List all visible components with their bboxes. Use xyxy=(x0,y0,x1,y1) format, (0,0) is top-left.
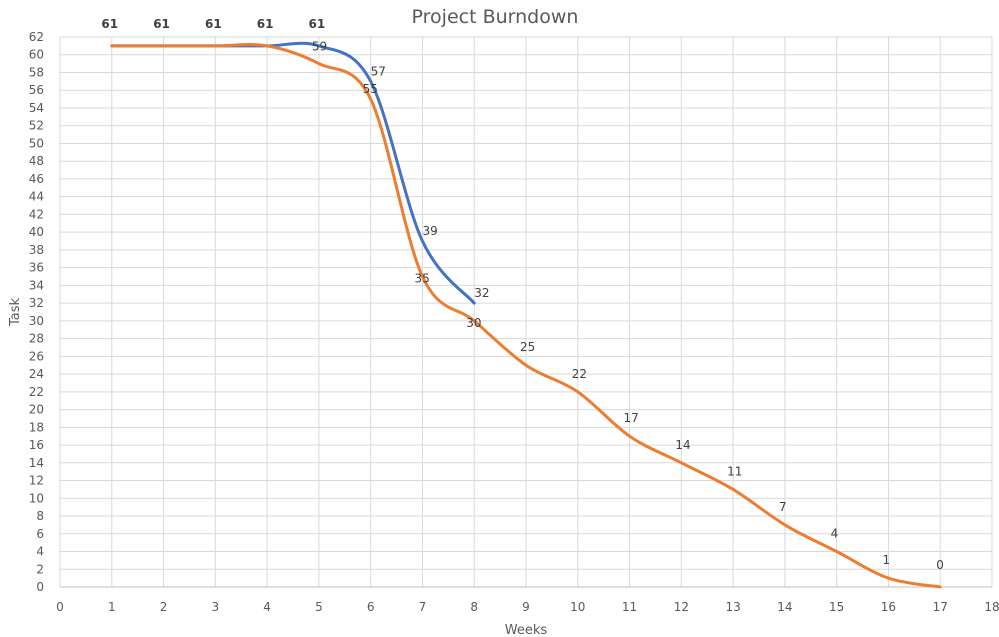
y-tick-label: 26 xyxy=(29,349,44,363)
x-tick-label: 18 xyxy=(984,600,999,614)
y-tick-label: 12 xyxy=(29,474,44,488)
data-label: 61 xyxy=(101,17,118,31)
y-tick-label: 10 xyxy=(29,491,44,505)
data-label: 59 xyxy=(312,40,327,54)
x-tick-label: 1 xyxy=(108,600,116,614)
series-line-0 xyxy=(110,41,476,305)
y-tick-label: 0 xyxy=(36,580,44,594)
data-label: 25 xyxy=(520,340,535,354)
data-label: 7 xyxy=(779,500,787,514)
y-tick-label: 6 xyxy=(36,527,44,541)
axes: 0246810121416182022242628303234363840424… xyxy=(29,30,999,614)
y-tick-label: 24 xyxy=(29,367,44,381)
x-tick-label: 16 xyxy=(881,600,896,614)
y-tick-label: 32 xyxy=(29,296,44,310)
data-label: 61 xyxy=(153,17,170,31)
y-tick-label: 18 xyxy=(29,420,44,434)
x-tick-label: 13 xyxy=(725,600,740,614)
data-label: 39 xyxy=(422,224,437,238)
y-tick-label: 2 xyxy=(36,562,44,576)
y-tick-label: 4 xyxy=(36,545,44,559)
data-label: 11 xyxy=(727,464,742,478)
y-axis-title: Task xyxy=(8,298,23,328)
y-tick-label: 34 xyxy=(29,278,44,292)
data-label: 0 xyxy=(936,558,944,572)
y-tick-label: 14 xyxy=(29,456,44,470)
y-tick-label: 8 xyxy=(36,509,44,523)
data-label: 55 xyxy=(363,82,378,96)
data-labels: 61 61 61 61 61 57 39 32 59 55 35 30 25 22 17 14 11 7 4 1 0 xyxy=(101,17,943,572)
y-tick-label: 40 xyxy=(29,225,44,239)
x-tick-label: 17 xyxy=(933,600,948,614)
y-tick-label: 54 xyxy=(29,101,44,115)
x-tick-label: 12 xyxy=(674,600,689,614)
data-label: 30 xyxy=(466,316,481,330)
y-tick-label: 60 xyxy=(29,48,44,62)
x-tick-label: 15 xyxy=(829,600,844,614)
data-label: 61 xyxy=(257,17,274,31)
x-tick-label: 2 xyxy=(160,600,168,614)
x-tick-label: 10 xyxy=(570,600,585,614)
y-tick-label: 42 xyxy=(29,207,44,221)
data-label: 17 xyxy=(624,411,639,425)
chart-title: Project Burndown xyxy=(412,6,579,28)
y-tick-label: 28 xyxy=(29,332,44,346)
y-tick-label: 50 xyxy=(29,136,44,150)
data-label: 61 xyxy=(205,17,222,31)
data-label: 32 xyxy=(474,286,489,300)
x-tick-label: 6 xyxy=(367,600,375,614)
y-tick-label: 36 xyxy=(29,261,44,275)
y-tick-label: 56 xyxy=(29,83,44,97)
x-tick-label: 7 xyxy=(419,600,427,614)
y-tick-label: 46 xyxy=(29,172,44,186)
x-tick-label: 9 xyxy=(522,600,530,614)
data-label: 61 xyxy=(309,17,326,31)
y-tick-label: 30 xyxy=(29,314,44,328)
y-tick-label: 58 xyxy=(29,65,44,79)
gridlines xyxy=(59,36,993,588)
y-tick-label: 52 xyxy=(29,119,44,133)
data-label: 57 xyxy=(371,64,386,78)
series-line-1 xyxy=(110,43,942,589)
x-tick-label: 8 xyxy=(470,600,478,614)
y-tick-label: 22 xyxy=(29,385,44,399)
y-tick-label: 20 xyxy=(29,403,44,417)
series-lines xyxy=(110,41,942,589)
data-label: 4 xyxy=(831,527,839,541)
y-tick-label: 44 xyxy=(29,190,44,204)
x-tick-label: 0 xyxy=(56,600,64,614)
y-tick-label: 38 xyxy=(29,243,44,257)
x-tick-label: 5 xyxy=(315,600,323,614)
x-tick-label: 4 xyxy=(263,600,271,614)
y-tick-label: 62 xyxy=(29,30,44,44)
data-label: 14 xyxy=(675,438,690,452)
x-tick-label: 11 xyxy=(622,600,637,614)
x-tick-label: 3 xyxy=(212,600,220,614)
data-label: 22 xyxy=(572,367,587,381)
x-axis-title: Weeks xyxy=(505,623,548,637)
x-tick-label: 14 xyxy=(777,600,792,614)
data-label: 1 xyxy=(882,553,890,567)
data-label: 35 xyxy=(414,272,429,286)
y-tick-label: 48 xyxy=(29,154,44,168)
y-tick-label: 16 xyxy=(29,438,44,452)
